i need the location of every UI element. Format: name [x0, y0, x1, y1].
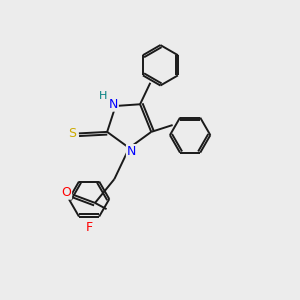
Text: O: O [61, 186, 71, 199]
Text: F: F [85, 221, 93, 234]
Text: S: S [68, 127, 76, 140]
Text: N: N [127, 145, 136, 158]
Text: N: N [109, 98, 118, 111]
Text: H: H [99, 91, 107, 100]
